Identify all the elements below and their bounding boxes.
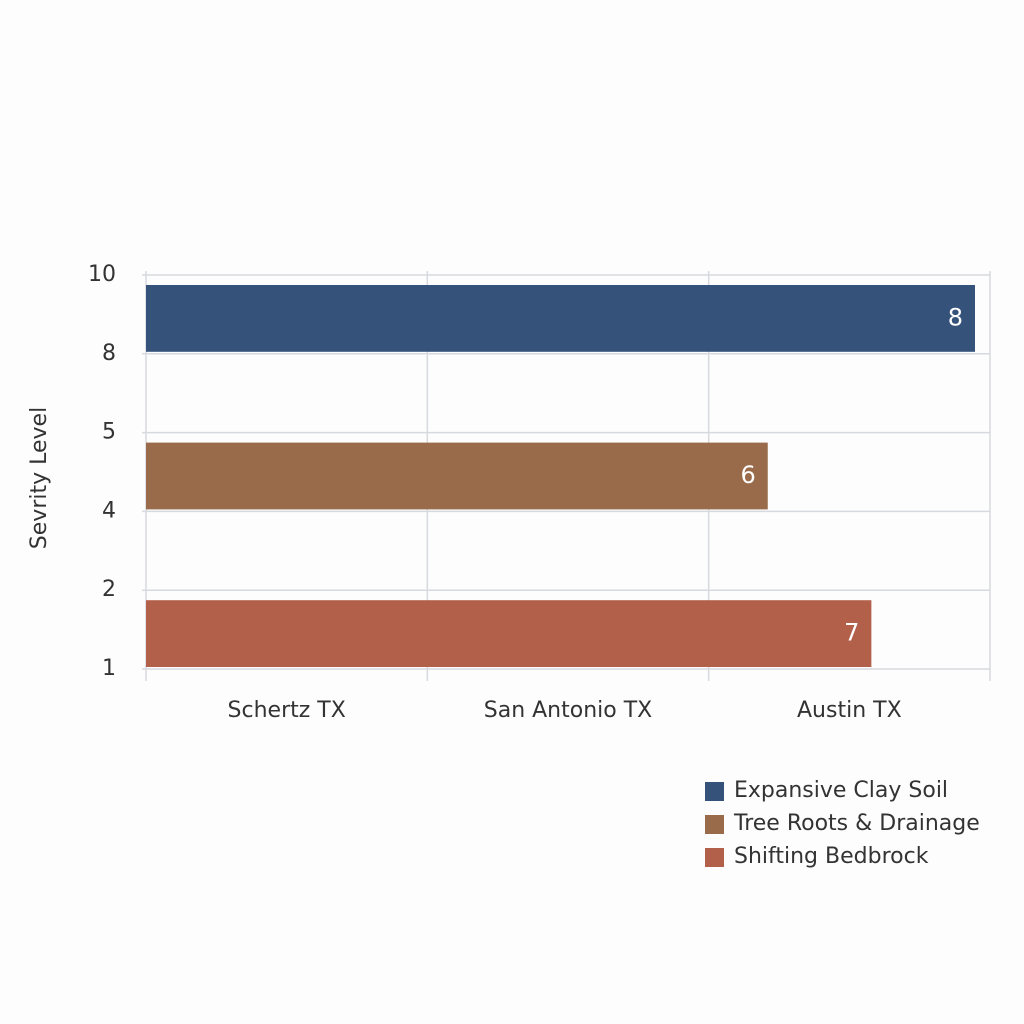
x-tick-label: Schertz TX <box>228 698 346 723</box>
legend-swatch <box>705 815 724 834</box>
bar-value-label: 6 <box>740 461 755 489</box>
y-tick-label: 5 <box>102 420 116 445</box>
y-tick-label: 8 <box>102 341 116 366</box>
y-tick-label: 1 <box>102 656 116 681</box>
legend-label: Tree Roots & Drainage <box>733 811 980 836</box>
legend-swatch <box>705 848 724 867</box>
bar <box>146 600 872 667</box>
x-tick-label: Austin TX <box>797 698 902 723</box>
y-axis-title: Sevrity Level <box>27 407 52 549</box>
y-tick-label: 4 <box>102 498 116 523</box>
bar <box>146 442 768 510</box>
bar-value-label: 8 <box>948 303 963 331</box>
x-tick-label: San Antonio TX <box>484 698 652 723</box>
bar <box>146 285 975 352</box>
bar-value-label: 7 <box>844 619 859 647</box>
y-tick-label: 10 <box>88 262 116 287</box>
y-tick-label: 2 <box>102 577 116 602</box>
legend-swatch <box>705 782 724 801</box>
legend-label: Shifting Bedbrock <box>734 844 929 869</box>
legend-label: Expansive Clay Soil <box>734 778 948 803</box>
